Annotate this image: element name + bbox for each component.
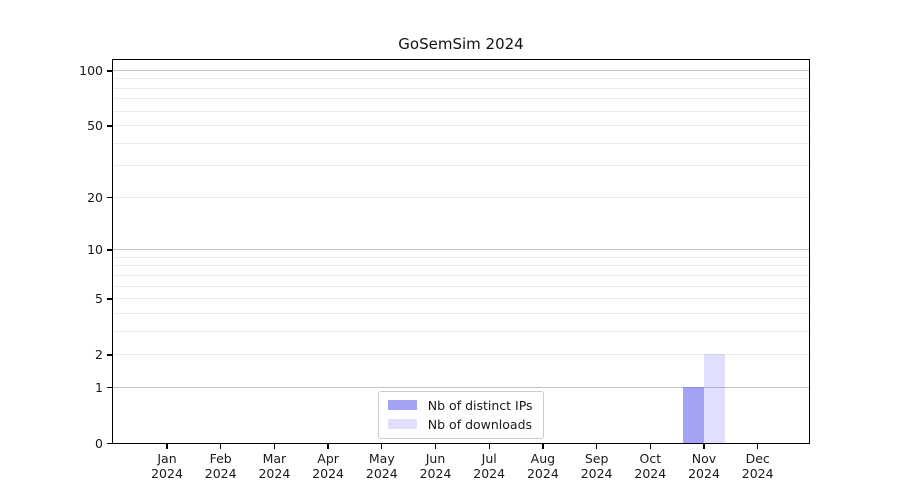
legend-swatch-distinct-ips xyxy=(387,400,417,411)
x-tick-label-jan: Jan 2024 xyxy=(151,451,183,481)
x-tick-mark-sep xyxy=(595,443,598,449)
x-tick-mark-feb xyxy=(220,443,222,449)
y-tick-mark-50 xyxy=(107,125,112,127)
x-tick-label-jul: Jul 2024 xyxy=(473,451,506,481)
gridline-7 xyxy=(112,274,809,276)
gridline-70 xyxy=(112,98,809,100)
x-tick-label-jun: Jun 2024 xyxy=(419,451,452,481)
y-tick-label-100: 100 xyxy=(79,62,103,78)
x-tick-label-sep: Sep 2024 xyxy=(580,451,613,481)
y-tick-mark-10 xyxy=(107,249,112,251)
y-tick-label-10: 10 xyxy=(87,241,103,257)
x-tick-label-mar: Mar 2024 xyxy=(258,451,291,481)
plot-area: Nb of distinct IPs Nb of downloads xyxy=(111,58,810,444)
legend-item-distinct-ips: Nb of distinct IPs xyxy=(387,397,533,413)
x-tick-label-feb: Feb 2024 xyxy=(204,451,237,481)
gridline-90 xyxy=(112,78,809,80)
x-tick-mark-aug xyxy=(542,443,544,449)
bar-nb-of-distinct-ips-nov xyxy=(682,386,704,443)
y-tick-label-50: 50 xyxy=(87,117,103,133)
x-tick-mark-jun xyxy=(434,443,437,449)
x-tick-mark-mar xyxy=(273,443,276,449)
gridline-1 xyxy=(112,386,809,388)
x-tick-mark-may xyxy=(381,443,383,449)
y-tick-mark-1 xyxy=(107,387,112,389)
chart-title: GoSemSim 2024 xyxy=(398,35,524,53)
y-tick-label-5: 5 xyxy=(95,290,103,306)
x-tick-mark-dec xyxy=(757,443,759,449)
y-tick-mark-5 xyxy=(107,298,112,300)
x-tick-mark-jan xyxy=(166,443,168,449)
legend-swatch-downloads xyxy=(387,419,417,430)
gridline-30 xyxy=(112,165,809,167)
y-tick-mark-2 xyxy=(107,354,112,356)
gridline-10 xyxy=(112,249,809,251)
gridline-9 xyxy=(112,256,809,258)
bar-nb-of-downloads-nov xyxy=(703,354,725,443)
x-tick-mark-jul xyxy=(488,443,490,449)
x-tick-mark-oct xyxy=(649,443,651,449)
gridline-60 xyxy=(112,110,809,112)
x-tick-label-dec: Dec 2024 xyxy=(741,451,774,481)
y-tick-label-20: 20 xyxy=(87,189,103,205)
gridline-20 xyxy=(112,196,809,198)
gridline-5 xyxy=(112,298,809,300)
legend-label-distinct-ips: Nb of distinct IPs xyxy=(427,397,533,413)
y-tick-mark-100 xyxy=(107,70,112,72)
gridline-4 xyxy=(112,312,809,314)
gridline-80 xyxy=(112,87,809,89)
gridline-2 xyxy=(112,354,809,356)
gridline-50 xyxy=(112,125,809,127)
y-tick-label-2: 2 xyxy=(95,346,103,362)
x-tick-label-oct: Oct 2024 xyxy=(634,451,667,481)
y-tick-label-1: 1 xyxy=(95,379,103,395)
legend-label-downloads: Nb of downloads xyxy=(427,416,533,432)
x-tick-label-nov: Nov 2024 xyxy=(688,451,720,481)
x-tick-label-may: May 2024 xyxy=(365,451,398,481)
x-tick-label-aug: Aug 2024 xyxy=(526,451,559,481)
legend: Nb of distinct IPs Nb of downloads xyxy=(377,390,544,439)
x-tick-mark-nov xyxy=(703,443,705,449)
x-tick-label-apr: Apr 2024 xyxy=(312,451,344,481)
gridline-6 xyxy=(112,285,809,287)
gridline-40 xyxy=(112,142,809,144)
y-tick-mark-20 xyxy=(107,197,112,199)
y-tick-label-0: 0 xyxy=(95,435,103,451)
x-tick-mark-apr xyxy=(327,443,329,449)
legend-item-downloads: Nb of downloads xyxy=(387,416,533,432)
gridline-3 xyxy=(112,330,809,332)
y-tick-mark-0 xyxy=(107,443,112,445)
gridline-8 xyxy=(112,265,809,267)
gridline-100 xyxy=(112,69,809,71)
